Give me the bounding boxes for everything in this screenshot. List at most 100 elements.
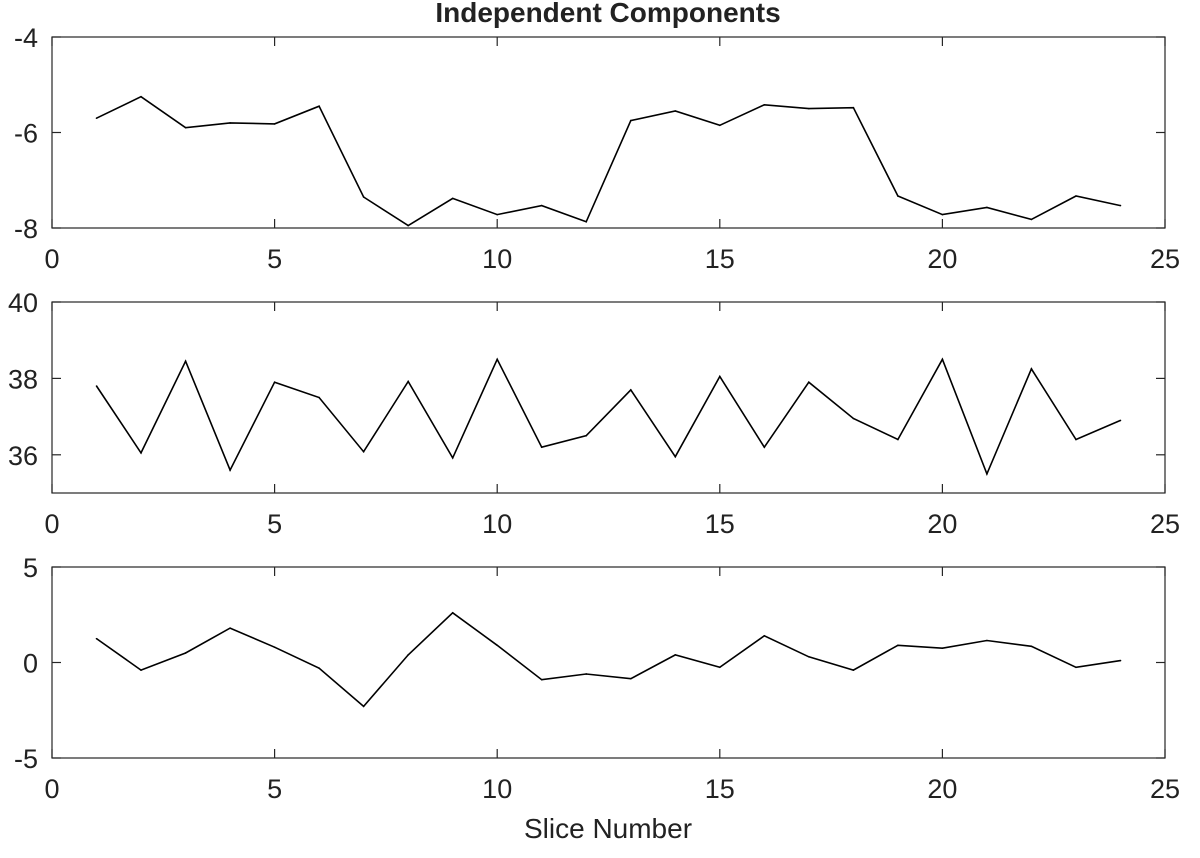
subplot-2-point-11: [540, 446, 543, 448]
subplot-3-point-20: [941, 647, 944, 649]
subplot-2-xtick-label-4: 20: [927, 509, 957, 539]
x-axis-label: Slice Number: [524, 813, 692, 844]
subplot-1-ytick-label-2: -4: [14, 23, 38, 53]
subplot-3-series-line: [96, 611, 1121, 708]
subplot-2-point-3: [184, 360, 187, 363]
subplot-1-point-2: [140, 95, 142, 98]
subplot-1-xtick-label-3: 15: [705, 244, 735, 274]
subplot-2-point-15: [719, 375, 721, 378]
subplot-3-xtick-label-5: 25: [1150, 774, 1180, 804]
subplot-3-xtick-label-4: 20: [927, 774, 957, 804]
subplot-2-point-18: [852, 417, 855, 420]
subplot-1-point-11: [540, 204, 543, 207]
subplot-1-point-7: [362, 196, 365, 198]
subplot-3-point-8: [407, 654, 409, 656]
subplot-3-point-9: [451, 612, 454, 614]
subplot-1-point-19: [897, 195, 899, 197]
subplot-3-point-1: [95, 637, 98, 640]
subplot-2-point-21: [986, 473, 988, 475]
subplot-1-point-1: [95, 117, 98, 119]
subplot-1-point-12: [585, 220, 588, 223]
subplot-2-ytick-label-0: 36: [8, 441, 38, 471]
subplot-2-point-8: [407, 380, 409, 383]
subplot-3-point-3: [184, 652, 187, 654]
subplot-3-point-12: [585, 673, 588, 675]
subplot-3-point-17: [808, 655, 810, 658]
subplot-2-series-line: [95, 357, 1121, 477]
subplot-1-point-16: [763, 104, 766, 106]
subplot-2-point-17: [808, 381, 810, 384]
subplot-1-xtick-label-0: 0: [44, 244, 59, 274]
subplot-3-point-16: [763, 634, 766, 637]
subplot-3-point-4: [229, 627, 231, 629]
subplot-1-ytick-label-1: -6: [14, 119, 38, 149]
subplot-1-xtick-label-5: 25: [1150, 244, 1180, 274]
subplot-1-ytick-label-0: -8: [14, 214, 38, 244]
subplot-2-point-14: [674, 455, 677, 458]
subplot-1-point-8: [407, 224, 409, 227]
subplot-1-point-15: [719, 124, 721, 127]
subplot-1-series-line: [96, 95, 1121, 227]
subplot-2-xtick-label-0: 0: [44, 509, 59, 539]
subplot-2-xtick-label-5: 25: [1150, 509, 1180, 539]
subplot-3-point-18: [852, 669, 855, 671]
subplot-3-xtick-label-1: 5: [267, 774, 282, 804]
subplot-3-point-19: [897, 644, 899, 647]
subplot-2-point-7: [362, 450, 365, 453]
subplot-1-point-23: [1075, 195, 1077, 197]
subplot-3-ytick-label-2: 5: [23, 553, 38, 583]
subplot-1-xtick-label-1: 5: [267, 244, 282, 274]
subplot-1-point-3: [184, 126, 187, 129]
subplot-3-point-7: [362, 705, 365, 708]
subplot-3-point-6: [318, 667, 320, 670]
subplot-1-frame: [51, 36, 1166, 229]
subplot-3-xtick-label-0: 0: [44, 774, 59, 804]
subplot-3-point-24: [1119, 659, 1122, 662]
subplot-2-point-24: [1119, 419, 1122, 422]
subplot-3-point-2: [140, 669, 142, 671]
subplot-1-point-17: [808, 107, 810, 110]
subplot-2-point-19: [897, 438, 899, 441]
subplot-2-point-10: [496, 358, 499, 361]
subplot-1-point-5: [273, 123, 276, 125]
subplot-3-point-15: [719, 666, 721, 669]
subplot-2-point-23: [1075, 438, 1077, 441]
subplot-3-point-5: [273, 646, 276, 649]
subplot-2-point-9: [451, 457, 454, 459]
subplot-1-point-14: [674, 110, 677, 112]
subplot-3-point-21: [986, 639, 988, 642]
subplot-3-xtick-label-2: 10: [482, 774, 512, 804]
subplot-2-point-6: [318, 396, 320, 399]
subplot-1-point-18: [852, 106, 855, 109]
subplot-3-point-22: [1030, 645, 1033, 648]
subplot-1-point-13: [629, 119, 632, 122]
subplot-2-point-20: [941, 358, 944, 361]
subplot-2-ytick-label-1: 38: [8, 364, 38, 394]
subplot-3-ytick-label-1: 0: [23, 649, 38, 679]
subplot-2-point-16: [763, 446, 766, 448]
subplot-2-point-12: [585, 434, 588, 437]
subplot-2-point-2: [140, 452, 142, 454]
subplot-3-point-10: [496, 644, 499, 647]
chart-title: Independent Components: [435, 0, 780, 28]
subplot-3-xtick-label-3: 15: [705, 774, 735, 804]
subplot-1-xtick-label-4: 20: [927, 244, 957, 274]
subplot-1-point-24: [1119, 204, 1122, 207]
subplot-1-xtick-label-2: 10: [482, 244, 512, 274]
subplot-3-ytick-label-0: -5: [14, 744, 38, 774]
subplot-2-xtick-label-2: 10: [482, 509, 512, 539]
subplot-3-point-14: [674, 654, 677, 656]
subplot-2-xtick-label-3: 15: [705, 509, 735, 539]
subplot-2-frame: [51, 301, 1166, 494]
subplot-2-point-1: [95, 385, 98, 387]
subplot-2-point-22: [1030, 368, 1033, 370]
subplot-3-point-11: [540, 678, 543, 681]
subplot-1-point-10: [496, 213, 499, 216]
subplot-1-point-6: [318, 105, 320, 108]
subplot-2-point-5: [273, 381, 276, 384]
subplot-2-ytick-label-2: 40: [8, 288, 38, 318]
subplot-1-point-21: [986, 206, 988, 209]
subplot-3-point-23: [1075, 666, 1077, 669]
